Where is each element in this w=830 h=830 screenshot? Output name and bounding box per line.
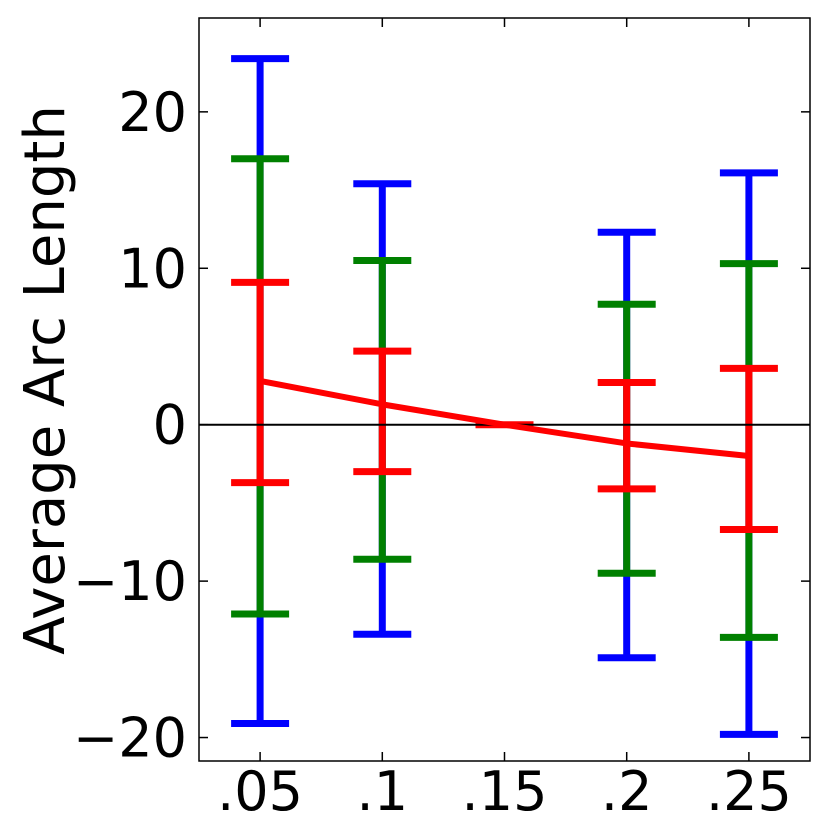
error-bars-layer — [231, 55, 778, 738]
y-tick-label: 0 — [153, 394, 187, 457]
mean-series-line — [259, 377, 750, 459]
y-tick-label: −10 — [73, 550, 187, 613]
y-tick-label: 20 — [118, 81, 187, 144]
ticks-layer: 20 10 0 −10 −20 .05 .1 .15 .2 .25 — [73, 18, 810, 823]
x-tick-label: .1 — [357, 760, 409, 823]
x-tick-label: .05 — [217, 760, 303, 823]
mean-line-layer — [259, 377, 750, 459]
y-tick-label: 10 — [118, 237, 187, 300]
x-tick-label: .15 — [462, 760, 548, 823]
x-tick-label: .2 — [601, 760, 653, 823]
y-axis-label: Average Arc Length — [13, 105, 78, 655]
y-tick-label: −20 — [73, 707, 187, 770]
x-tick-label: .25 — [706, 760, 792, 823]
